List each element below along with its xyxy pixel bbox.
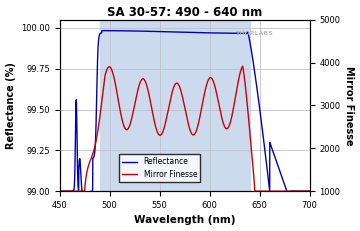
Text: THORLABS: THORLABS	[235, 31, 273, 36]
Y-axis label: Mirror Finesse: Mirror Finesse	[345, 66, 355, 145]
Bar	[100, 20, 250, 191]
Y-axis label: Reflectance (%): Reflectance (%)	[5, 62, 15, 149]
Title: SA 30-57: 490 - 640 nm: SA 30-57: 490 - 640 nm	[107, 6, 262, 18]
Legend: Reflectance, Mirror Finesse: Reflectance, Mirror Finesse	[119, 154, 200, 182]
X-axis label: Wavelength (nm): Wavelength (nm)	[134, 216, 235, 225]
